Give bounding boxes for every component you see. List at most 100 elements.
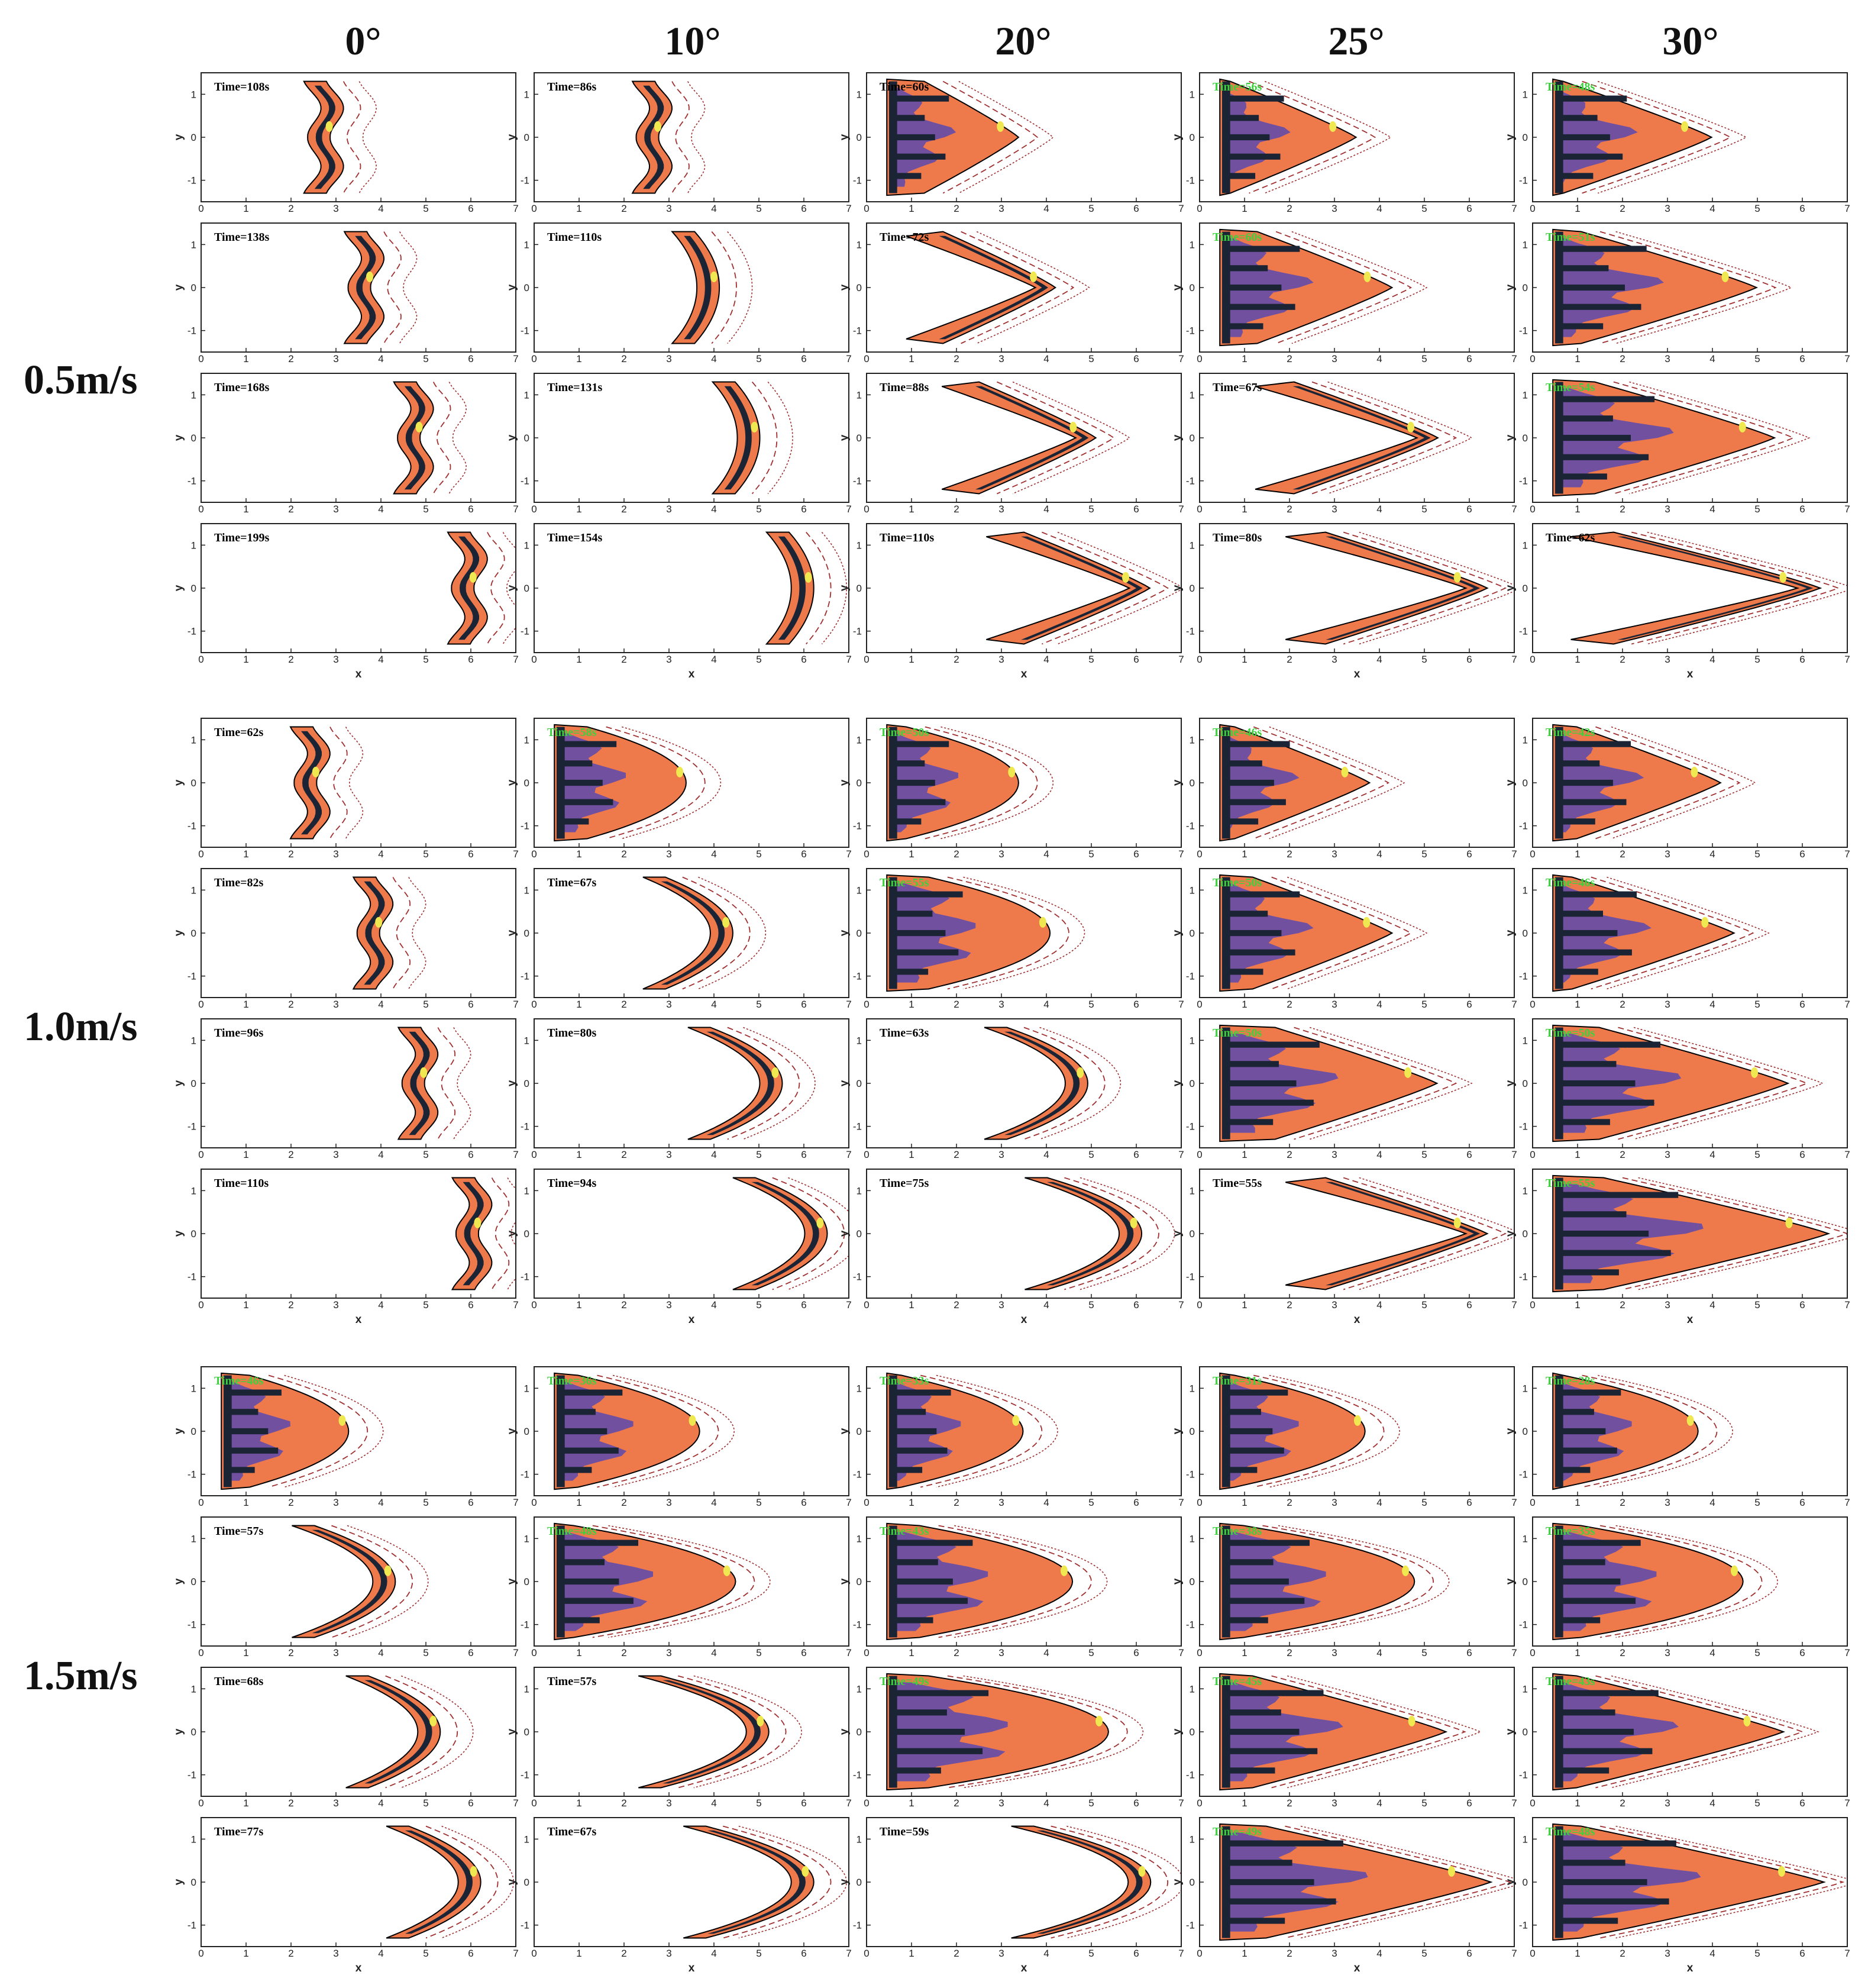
pattern-g2-r1-c3-leading-yellow	[1402, 1565, 1410, 1576]
x-tick-label: 0	[1530, 654, 1535, 665]
y-tick-label: 0	[191, 1228, 196, 1240]
x-tick-label: 3	[1331, 353, 1337, 364]
pattern-g1-r3-c2-current-body	[1025, 1177, 1143, 1290]
x-tick-label: 0	[531, 1647, 537, 1658]
x-tick-label: 7	[846, 1497, 851, 1508]
pattern-g2-r3-c2-leading-yellow	[1138, 1866, 1146, 1877]
x-tick-label: 6	[801, 203, 806, 214]
x-tick-label: 0	[198, 999, 203, 1010]
y-tick-label: 1	[1523, 734, 1528, 746]
x-tick-label: 1	[243, 999, 248, 1010]
y-tick-label: -1	[1519, 325, 1528, 337]
x-tick-label: 1	[909, 203, 914, 214]
pattern-g2-r1-c1-outer-contour	[608, 1525, 771, 1638]
time-label: Time=35s	[1546, 1525, 1595, 1538]
panel-pattern	[554, 1372, 735, 1490]
y-tick-label: 0	[857, 1877, 862, 1888]
pattern-g2-r2-c4-streak	[1559, 1748, 1653, 1754]
x-tick-label: 3	[666, 353, 671, 364]
pattern-g1-r2-c2-middle-contour	[1023, 1027, 1106, 1140]
x-tick-label: 0	[198, 1948, 203, 1959]
panel-pattern	[765, 531, 848, 645]
pattern-g0-r3-c0-core-dark	[458, 536, 479, 640]
x-tick-label: 0	[1530, 1149, 1535, 1160]
pattern-g1-r2-c2-core-dark	[1004, 1031, 1080, 1135]
pattern-g0-r3-c4-leading-yellow	[1779, 572, 1787, 583]
x-tick-label: 7	[1511, 1149, 1517, 1160]
panel-pattern	[683, 1825, 848, 1939]
panel-pattern	[447, 531, 515, 645]
pattern-g2-r1-c4-streak	[1559, 1617, 1601, 1624]
x-tick-label: 0	[531, 1797, 537, 1809]
x-tick-label: 6	[1799, 504, 1805, 515]
x-tick-label: 2	[954, 504, 959, 515]
y-axis-label: y	[1504, 1080, 1517, 1086]
x-tick-label: 6	[468, 1948, 473, 1959]
x-tick-label: 7	[1178, 999, 1184, 1010]
x-tick-label: 6	[1133, 1497, 1139, 1508]
x-tick-label: 2	[621, 999, 626, 1010]
x-tick-label: 2	[1620, 1299, 1625, 1311]
pattern-g0-r3-c0-leading-yellow	[469, 572, 477, 583]
x-tick-label: 6	[1466, 1797, 1472, 1809]
y-tick-label: 0	[191, 1877, 196, 1888]
x-tick-label: 1	[1575, 353, 1580, 364]
time-label: Time=50s	[1546, 1027, 1595, 1040]
panel-frame	[201, 72, 516, 202]
x-tick-label: 1	[909, 1497, 914, 1508]
x-tick-label: 4	[711, 848, 716, 860]
x-tick-label: 0	[1530, 848, 1535, 860]
x-axis-label: x	[1687, 1962, 1694, 1974]
x-tick-label: 3	[333, 999, 338, 1010]
y-tick-label: -1	[853, 175, 862, 186]
pattern-g1-r1-c4-leading-yellow	[1701, 916, 1709, 928]
y-tick-label: 1	[1523, 89, 1528, 100]
x-tick-label: 7	[846, 203, 851, 214]
x-tick-label: 1	[1242, 504, 1247, 515]
x-tick-label: 1	[1575, 203, 1580, 214]
pattern-g0-r1-c1-leading-yellow	[710, 271, 718, 282]
x-tick-label: 7	[513, 1948, 518, 1959]
pattern-g0-r1-c3-streak	[1226, 304, 1295, 310]
pattern-g2-r3-c4-streak	[1559, 1860, 1625, 1866]
x-tick-label: 1	[243, 848, 248, 860]
x-tick-label: 2	[1287, 1797, 1292, 1809]
pattern-g1-r1-c2-outer-contour	[963, 876, 1085, 990]
pattern-g0-r0-c3-wall-strip	[1222, 81, 1230, 193]
x-tick-label: 4	[378, 1497, 383, 1508]
y-axis-label: y	[173, 585, 185, 591]
y-tick-label: -1	[188, 1619, 196, 1631]
pattern-g0-r1-c3-outer-contour	[1291, 231, 1428, 344]
x-tick-label: 6	[1133, 1149, 1139, 1160]
panel-pattern	[1219, 1823, 1514, 1941]
time-label: Time=86s	[547, 80, 596, 93]
pattern-g2-r1-c4-streak	[1559, 1578, 1621, 1585]
x-tick-label: 1	[243, 654, 248, 665]
pattern-g2-r0-c3-streak	[1226, 1467, 1258, 1473]
x-tick-label: 2	[288, 1797, 293, 1809]
x-tick-label: 3	[666, 848, 671, 860]
y-axis-label: y	[1504, 284, 1517, 291]
pattern-g2-r2-c4-streak	[1559, 1728, 1634, 1735]
pattern-g1-r0-c3-streak	[1226, 779, 1274, 786]
y-axis-label: y	[506, 1230, 518, 1237]
x-tick-label: 6	[468, 1149, 473, 1160]
x-tick-label: 7	[1178, 504, 1184, 515]
time-label: Time=50s	[1213, 876, 1262, 889]
y-tick-label: 1	[191, 1834, 196, 1845]
x-tick-label: 1	[576, 1497, 581, 1508]
pattern-g2-r1-c1-wall-strip	[557, 1525, 565, 1638]
x-tick-label: 7	[846, 1647, 851, 1658]
y-tick-label: -1	[188, 821, 196, 832]
y-tick-label: 1	[857, 734, 862, 746]
pattern-g0-r2-c0-middle-contour	[432, 382, 451, 494]
pattern-g1-r0-c4-streak	[1559, 799, 1627, 805]
pattern-g1-r2-c3-wall-strip	[1222, 1027, 1230, 1140]
x-tick-label: 4	[1709, 1299, 1715, 1311]
x-tick-label: 0	[1530, 203, 1535, 214]
pattern-g1-r3-c1-middle-contour	[772, 1177, 845, 1290]
panel-frame	[1532, 523, 1848, 653]
y-axis-label: y	[1504, 1230, 1517, 1237]
x-tick-label: 5	[1754, 1497, 1760, 1508]
pattern-g1-r1-c4-streak	[1559, 949, 1632, 956]
